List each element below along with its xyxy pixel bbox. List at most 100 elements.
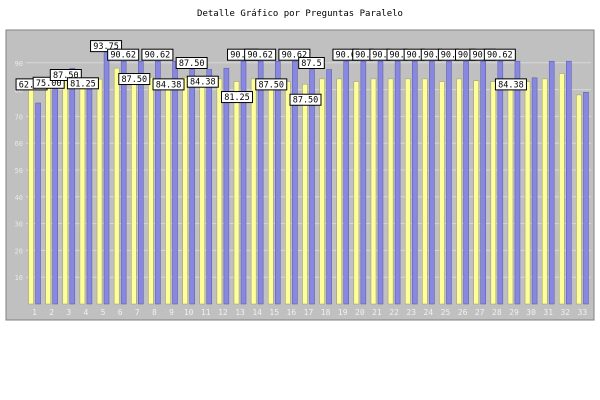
bar-series-a (387, 78, 394, 305)
bar-series-a (507, 78, 514, 305)
data-label-series-b-box (298, 57, 325, 69)
x-tick-label: 32 (560, 308, 570, 317)
data-label-series-a-box (255, 78, 288, 91)
bar-series-a (45, 77, 51, 305)
bar-series-b (189, 69, 195, 305)
bar-series-a (113, 67, 120, 305)
data-label-series-a: 84.38 (190, 78, 216, 88)
bar-series-b (52, 69, 58, 305)
y-tick-label: 80 (15, 87, 23, 95)
data-label-series-a: 87.50 (121, 75, 147, 85)
bar-series-b (69, 67, 76, 305)
y-tick-label: 20 (15, 247, 23, 255)
data-label-series-a-box (221, 91, 254, 104)
bar-series-a (490, 81, 497, 305)
bar-series-b (446, 60, 452, 305)
bar-series-b (35, 102, 41, 305)
x-tick-label: 23 (406, 308, 416, 317)
data-label-series-b: 87.5 (301, 59, 321, 69)
bar-series-a (148, 77, 154, 305)
data-label-series-a-box (289, 93, 322, 106)
bar-series-a (541, 78, 548, 305)
x-tick-label: 16 (287, 308, 297, 317)
y-tick-label: 60 (15, 140, 23, 148)
bar-series-b (343, 60, 349, 305)
bar-series-b (497, 60, 504, 305)
bar-series-a (422, 78, 428, 305)
bar-series-a (165, 78, 171, 305)
x-tick-label: 15 (269, 308, 279, 317)
x-tick-label: 4 (84, 308, 89, 317)
bar-series-b (429, 60, 435, 305)
data-label-series-b-box (244, 48, 277, 61)
bar-series-b (463, 60, 469, 305)
bar-series-b (411, 60, 418, 305)
data-label-series-a: 84.38 (156, 80, 182, 90)
x-tick-label: 20 (355, 308, 365, 317)
x-tick-label: 25 (441, 308, 451, 317)
data-label-series-a: 81.25 (70, 79, 96, 89)
y-tick-label: 40 (15, 194, 23, 202)
bar-series-a (576, 94, 582, 305)
data-label-series-a: 75.00 (36, 79, 62, 89)
y-tick-label: 90 (15, 60, 23, 68)
data-label-series-b: 93.75 (93, 42, 119, 52)
bar-series-b (583, 92, 589, 305)
data-label-series-a-box (32, 76, 65, 89)
data-label-series-b-box (90, 40, 123, 53)
bar-series-a (319, 78, 325, 305)
bar-series-a (216, 78, 223, 305)
x-tick-label: 7 (135, 308, 140, 317)
data-label-series-b: 87.50 (179, 59, 205, 69)
bar-series-b (155, 60, 161, 305)
x-tick-label: 11 (201, 308, 211, 317)
x-tick-label: 33 (578, 308, 588, 317)
data-label-series-b-box (483, 48, 516, 61)
bar-series-b (103, 52, 110, 305)
x-tick-label: 6 (118, 308, 123, 317)
bar-series-b (566, 60, 572, 305)
data-label-series-a: 62.50 (19, 80, 45, 90)
x-tick-label: 30 (526, 308, 536, 317)
data-label-series-b: 90.62 (110, 51, 136, 61)
data-label-series-a-box (118, 73, 151, 86)
x-tick-label: 1 (32, 308, 37, 317)
bar-series-b (531, 77, 538, 305)
bar-series-a (524, 81, 531, 305)
x-tick-label: 8 (152, 308, 157, 317)
bar-series-a (131, 73, 137, 305)
data-label-series-b: 90. (458, 51, 473, 61)
bar-series-a (439, 81, 445, 305)
bar-series-b (480, 60, 486, 305)
x-tick-label: 18 (321, 308, 331, 317)
bar-series-a (250, 78, 257, 305)
x-tick-label: 26 (458, 308, 468, 317)
data-label-series-a: 84.38 (498, 80, 524, 90)
y-tick-label: 50 (15, 167, 23, 175)
bar-series-a (233, 81, 240, 305)
bar-series-a (404, 78, 411, 305)
bar-series-a (302, 83, 308, 305)
data-label-series-a: 81.25 (224, 93, 250, 103)
y-tick-label: 70 (15, 113, 23, 121)
bar-series-a (285, 81, 291, 305)
chart-title: Detalle Gráfico por Preguntas Paralelo (197, 9, 403, 19)
data-label-series-a-box (186, 75, 219, 88)
bar-series-b (120, 60, 127, 305)
bar-series-a (336, 78, 342, 305)
x-tick-label: 12 (218, 308, 228, 317)
data-label-series-b-box (175, 57, 208, 69)
data-label-series-b: 90.62 (145, 51, 171, 61)
bar-series-b (223, 67, 230, 305)
y-tick-label: 30 (15, 221, 23, 229)
data-label-series-a-box (66, 77, 99, 90)
x-tick-label: 14 (252, 308, 262, 317)
data-label-series-a-box (152, 78, 185, 91)
data-label-series-b: 90.62 (282, 51, 308, 61)
data-label-series-a-box (49, 69, 82, 81)
bar-series-a (182, 77, 188, 305)
bar-series-b (275, 60, 281, 305)
x-tick-label: 13 (235, 308, 245, 317)
